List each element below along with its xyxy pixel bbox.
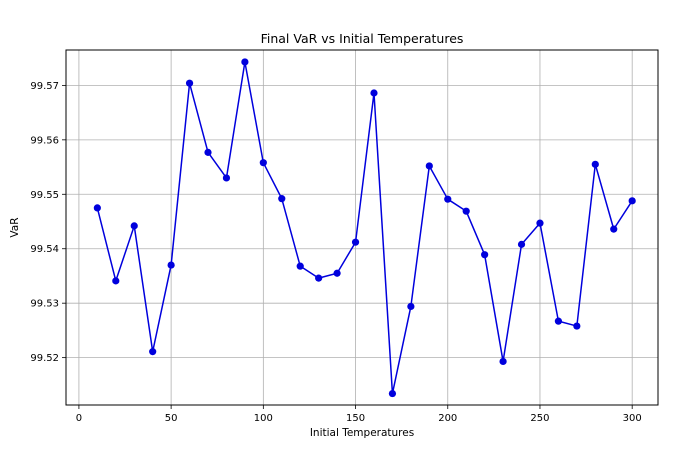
y-tick-label: 99.56 xyxy=(30,135,59,146)
x-tick-label: 250 xyxy=(530,413,549,424)
y-tick-label: 99.53 xyxy=(30,299,59,310)
x-tick-label: 300 xyxy=(623,413,642,424)
data-point xyxy=(388,389,397,398)
data-point xyxy=(130,222,138,230)
x-tick-label: 100 xyxy=(254,413,273,424)
data-point xyxy=(573,322,581,330)
data-point xyxy=(370,89,378,97)
y-tick-label: 99.52 xyxy=(30,353,59,364)
x-tick-label: 150 xyxy=(346,413,365,424)
data-point xyxy=(499,357,507,366)
series-line xyxy=(96,61,633,395)
data-point xyxy=(610,225,618,233)
data-point xyxy=(536,219,544,227)
data-point xyxy=(315,274,323,282)
series-layer xyxy=(93,58,636,398)
data-point xyxy=(333,269,341,277)
plot-frame xyxy=(65,49,659,406)
data-point xyxy=(149,348,157,356)
data-point xyxy=(296,262,304,270)
x-axis-label: Initial Temperatures xyxy=(310,427,414,439)
data-point xyxy=(204,148,212,156)
x-tick-label: 200 xyxy=(438,413,457,424)
grid xyxy=(66,50,658,405)
data-point xyxy=(444,195,452,203)
x-tick-label: 0 xyxy=(76,413,82,424)
y-tick-label: 99.55 xyxy=(30,190,59,201)
x-tick-label: 50 xyxy=(165,413,178,424)
y-axis-label: VaR xyxy=(9,217,21,237)
data-point xyxy=(628,197,636,205)
data-point xyxy=(93,204,101,212)
data-point xyxy=(259,159,267,167)
chart-title: Final VaR vs Initial Temperatures xyxy=(261,31,464,46)
data-point xyxy=(241,58,249,66)
data-point xyxy=(425,162,433,170)
data-point xyxy=(591,160,599,168)
data-point xyxy=(112,277,120,285)
data-point xyxy=(351,238,360,246)
data-point xyxy=(222,174,231,182)
y-tick-label: 99.57 xyxy=(30,81,59,92)
data-point xyxy=(554,317,563,325)
data-point xyxy=(185,79,194,87)
y-tick-label: 99.54 xyxy=(30,244,59,255)
data-point xyxy=(278,195,286,203)
y-axis: 99.52 99.53 99.54 99.55 99.56 99.57 xyxy=(30,81,66,364)
x-axis: 0 50 100 150 200 250 300 xyxy=(76,405,642,424)
data-point xyxy=(167,261,175,269)
data-point xyxy=(517,240,526,248)
data-point xyxy=(481,251,489,259)
data-point xyxy=(462,207,470,215)
data-point xyxy=(407,302,415,311)
